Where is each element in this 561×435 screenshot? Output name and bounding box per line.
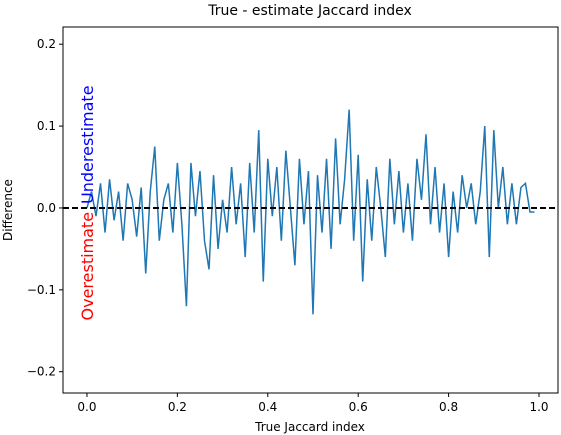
chart-title: True - estimate Jaccard index xyxy=(207,3,412,19)
y-tick-label: −0.2 xyxy=(27,365,56,379)
y-tick-label: −0.1 xyxy=(27,283,56,297)
y-axis-label: Difference xyxy=(1,179,15,241)
y-tick-label: 0.0 xyxy=(37,201,56,215)
x-tick-label: 0.2 xyxy=(168,400,187,414)
x-tick-label: 0.4 xyxy=(258,400,277,414)
x-tick-label: 0.6 xyxy=(349,400,368,414)
annotation: Underestimate xyxy=(78,85,97,203)
y-tick-label: 0.1 xyxy=(37,119,56,133)
plot-frame xyxy=(62,26,559,394)
y-tick-label: 0.2 xyxy=(37,37,56,51)
x-tick-label: 0.0 xyxy=(77,400,96,414)
annotation: Overestimate xyxy=(78,212,97,321)
x-tick-label: 1.0 xyxy=(529,400,548,414)
x-axis-label: True Jaccard index xyxy=(254,420,365,434)
data-line xyxy=(86,109,535,315)
x-tick-label: 0.8 xyxy=(439,400,458,414)
